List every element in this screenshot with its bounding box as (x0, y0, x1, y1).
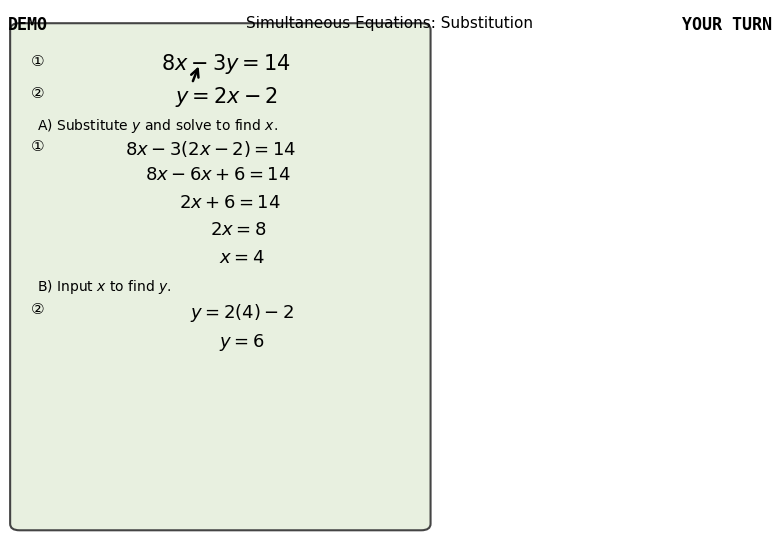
Text: Simultaneous Equations: Substitution: Simultaneous Equations: Substitution (246, 16, 534, 31)
Text: $2x + 6 = 14$: $2x + 6 = 14$ (179, 194, 281, 212)
Text: $8x - 3(2x - 2) = 14$: $8x - 3(2x - 2) = 14$ (125, 139, 296, 159)
FancyBboxPatch shape (10, 23, 431, 530)
Text: YOUR TURN: YOUR TURN (682, 16, 772, 34)
Text: $y = 2(4) - 2$: $y = 2(4) - 2$ (190, 302, 294, 325)
Text: $y = 6$: $y = 6$ (219, 332, 264, 353)
Text: $y = 2x - 2$: $y = 2x - 2$ (175, 85, 278, 109)
Text: $8x - 6x + 6 = 14$: $8x - 6x + 6 = 14$ (146, 166, 291, 184)
Text: DEMO: DEMO (8, 16, 48, 34)
Text: B) Input $x$ to find $y$.: B) Input $x$ to find $y$. (37, 278, 172, 295)
Text: $x = 4$: $x = 4$ (219, 249, 264, 267)
Text: $8x - 3y = 14$: $8x - 3y = 14$ (161, 52, 291, 76)
Text: ②: ② (31, 302, 44, 318)
Text: ②: ② (31, 86, 44, 102)
Text: A) Substitute $y$ and solve to find $x$.: A) Substitute $y$ and solve to find $x$. (37, 117, 278, 134)
Text: $2x = 8$: $2x = 8$ (210, 221, 266, 239)
Text: ①: ① (31, 139, 44, 154)
Text: ①: ① (31, 54, 44, 69)
